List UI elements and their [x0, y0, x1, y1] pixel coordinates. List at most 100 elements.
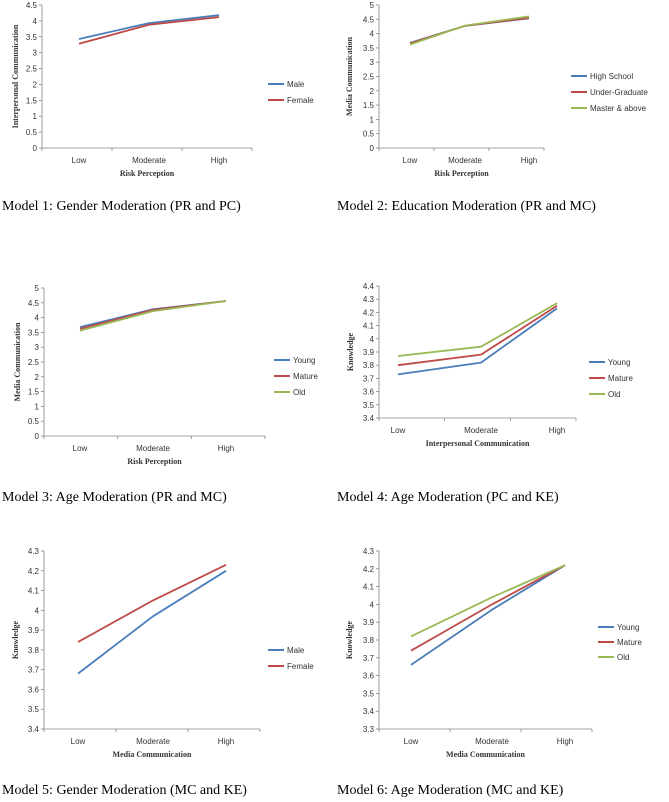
x-tick-label: High: [218, 444, 234, 453]
y-tick-label: 3: [35, 343, 40, 352]
x-tick-label: Low: [71, 737, 86, 746]
y-tick-label: 3.5: [363, 401, 375, 410]
y-tick-label: 3.6: [363, 672, 375, 681]
legend-label: Male: [287, 80, 305, 89]
x-tick-label: High: [218, 737, 234, 746]
y-tick-label: 4.1: [363, 322, 375, 331]
legend-label: Old: [617, 653, 629, 662]
y-tick-label: 4.1: [363, 583, 375, 592]
y-tick-label: 2.5: [26, 65, 38, 74]
legend-label: Old: [608, 390, 620, 399]
legend-label: Mature: [617, 638, 642, 647]
legend-label: Mature: [608, 374, 633, 383]
x-axis-title: Risk Perception: [120, 169, 175, 178]
y-tick-label: 4: [33, 17, 38, 26]
y-tick-label: 4: [370, 30, 375, 39]
chart-model-6: 3.3 3.4 3.5 3.6 3.7 3.8 3.9 4 4.1 4.2 4.3 Low Modera…: [345, 547, 642, 759]
x-tick-label: Low: [391, 426, 406, 435]
y-tick-label: 3.9: [363, 348, 375, 357]
x-tick-label: High: [521, 156, 537, 165]
series-line-old: [397, 302, 558, 357]
series-line-old: [79, 300, 227, 332]
caption-model-5: Model 5: Gender Moderation (MC and KE): [2, 783, 247, 798]
y-tick-label: 2: [33, 80, 38, 89]
y-tick-label: 4.2: [363, 565, 375, 574]
y-tick-label: 5: [35, 284, 40, 293]
legend-label: Under-Graduate: [590, 88, 648, 97]
x-tick-label: Moderate: [132, 156, 166, 165]
series-line-young: [410, 564, 566, 666]
legend-label: Female: [287, 662, 314, 671]
y-tick-label: 3.4: [28, 725, 40, 734]
series-line-mature: [397, 305, 558, 367]
y-tick-label: 3.8: [363, 361, 375, 370]
y-tick-label: 3.6: [28, 685, 40, 694]
y-tick-label: 4.4: [363, 282, 375, 291]
y-tick-label: 4: [35, 314, 40, 323]
y-tick-label: 3.8: [363, 636, 375, 645]
y-tick-label: 5: [370, 1, 375, 10]
y-tick-label: 4.2: [363, 308, 375, 317]
series-line-old: [410, 564, 566, 638]
series-line-mature: [410, 564, 566, 652]
y-tick-label: 3: [33, 49, 38, 58]
x-axis-title: Interpersonal Communication: [426, 439, 530, 448]
y-tick-label: 1: [33, 112, 38, 121]
x-tick-label: Moderate: [475, 737, 509, 746]
y-tick-label: 3.5: [363, 44, 375, 53]
legend-label: Young: [293, 356, 315, 365]
chart-model-3: 0 0.5 1 1.5 2 2.5 3 3.5 4 4.5 5 Low Moderate High Risk…: [13, 284, 318, 466]
y-tick-label: 3.7: [363, 374, 375, 383]
y-tick-label: 2.5: [363, 73, 375, 82]
y-tick-label: 3.6: [363, 388, 375, 397]
x-tick-label: Low: [72, 156, 87, 165]
series-line-master-above: [409, 15, 530, 46]
y-tick-label: 4.5: [28, 299, 40, 308]
y-tick-label: 3.5: [26, 33, 38, 42]
y-tick-label: 4: [370, 335, 375, 344]
y-tick-label: 3.9: [28, 626, 40, 635]
caption-model-3: Model 3: Age Moderation (PR and MC): [2, 490, 227, 505]
y-tick-label: 3.5: [363, 689, 375, 698]
x-tick-label: Moderate: [448, 156, 482, 165]
y-tick-label: 3.5: [28, 705, 40, 714]
y-tick-label: 2: [370, 87, 375, 96]
y-tick-label: 4.2: [28, 567, 40, 576]
y-tick-label: 4.5: [363, 15, 375, 24]
caption-model-1: Model 1: Gender Moderation (PR and PC): [2, 199, 241, 214]
x-tick-label: Low: [403, 156, 418, 165]
legend-label: Old: [293, 388, 305, 397]
x-axis-title: Risk Perception: [127, 457, 182, 466]
x-axis-title: Risk Perception: [434, 169, 489, 178]
series-line-young: [397, 307, 558, 376]
y-tick-label: 0: [370, 144, 375, 153]
y-tick-label: 1: [35, 402, 40, 411]
y-tick-label: 3.4: [363, 707, 375, 716]
series-line-male: [77, 570, 227, 675]
y-tick-label: 1.5: [28, 388, 40, 397]
chart-model-4: 3.4 3.5 3.6 3.7 3.8 3.9 4 4.1 4.2 4.3 4.4 Low Modera…: [346, 282, 633, 448]
y-tick-label: 0.5: [26, 128, 38, 137]
y-tick-label: 4: [370, 600, 375, 609]
legend-label: Young: [608, 358, 630, 367]
y-axis-title: Media Communication: [13, 322, 22, 401]
y-tick-label: 4.3: [363, 547, 375, 556]
y-tick-label: 3.4: [363, 414, 375, 423]
y-tick-label: 3.8: [28, 646, 40, 655]
legend-label: Mature: [293, 372, 318, 381]
y-tick-label: 1.5: [363, 101, 375, 110]
legend-label: Female: [287, 96, 314, 105]
series-line-female: [78, 16, 220, 45]
y-axis-title: Interpersonal Communication: [11, 24, 20, 128]
x-tick-label: Moderate: [136, 737, 170, 746]
y-axis-title: Media Communication: [345, 37, 354, 116]
caption-model-2: Model 2: Education Moderation (PR and MC…: [337, 199, 596, 214]
legend-label: Male: [287, 646, 305, 655]
legend-label: High School: [590, 72, 633, 81]
y-tick-label: 4.5: [26, 1, 38, 10]
series-line-female: [77, 563, 227, 643]
series-line-male: [78, 14, 220, 40]
y-tick-label: 2: [35, 373, 40, 382]
y-tick-label: 0: [35, 432, 40, 441]
x-axis-title: Media Communication: [446, 750, 525, 759]
